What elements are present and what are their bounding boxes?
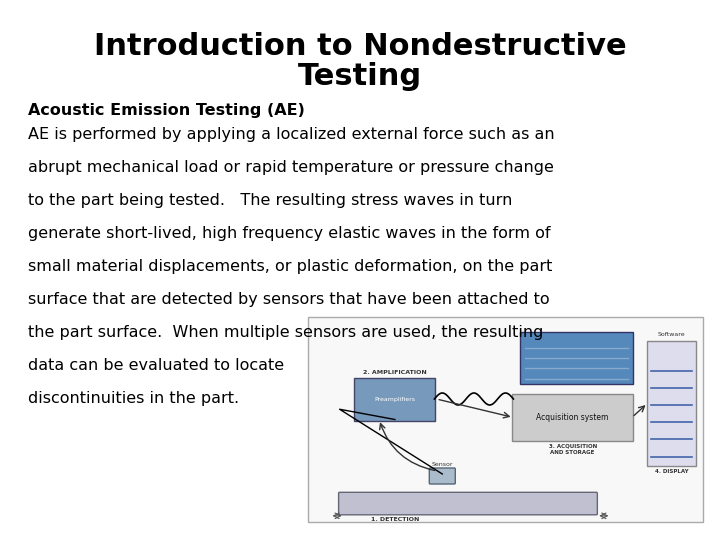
FancyBboxPatch shape [521, 333, 633, 383]
Text: Software: Software [657, 332, 685, 336]
Text: generate short-lived, high frequency elastic waves in the form of: generate short-lived, high frequency ela… [28, 226, 551, 241]
FancyBboxPatch shape [338, 492, 598, 515]
FancyBboxPatch shape [647, 341, 696, 465]
Text: 3. ACQUISITION
AND STORAGE: 3. ACQUISITION AND STORAGE [549, 444, 597, 455]
Text: 2. AMPLIFICATION: 2. AMPLIFICATION [363, 369, 427, 375]
Text: Preamplifiers: Preamplifiers [374, 396, 415, 402]
Text: AE is performed by applying a localized external force such as an: AE is performed by applying a localized … [28, 127, 554, 142]
FancyBboxPatch shape [308, 317, 703, 522]
Text: 1. DETECTION: 1. DETECTION [371, 517, 419, 522]
Text: small material displacements, or plastic deformation, on the part: small material displacements, or plastic… [28, 259, 552, 274]
Text: discontinuities in the part.: discontinuities in the part. [28, 391, 239, 406]
FancyBboxPatch shape [354, 377, 436, 421]
Text: the part surface.  When multiple sensors are used, the resulting: the part surface. When multiple sensors … [28, 325, 544, 340]
Text: Sensor: Sensor [431, 462, 453, 467]
Text: 4. DISPLAY: 4. DISPLAY [654, 469, 688, 474]
Text: abrupt mechanical load or rapid temperature or pressure change: abrupt mechanical load or rapid temperat… [28, 160, 554, 175]
FancyBboxPatch shape [429, 468, 455, 484]
Text: Testing: Testing [298, 62, 422, 91]
Text: Acquisition system: Acquisition system [536, 413, 609, 422]
Text: Introduction to Nondestructive: Introduction to Nondestructive [94, 32, 626, 61]
Text: surface that are detected by sensors that have been attached to: surface that are detected by sensors tha… [28, 292, 549, 307]
FancyBboxPatch shape [513, 394, 633, 441]
Text: to the part being tested.   The resulting stress waves in turn: to the part being tested. The resulting … [28, 193, 513, 208]
Text: data can be evaluated to locate: data can be evaluated to locate [28, 358, 284, 373]
Text: Acoustic Emission Testing (AE): Acoustic Emission Testing (AE) [28, 103, 305, 118]
